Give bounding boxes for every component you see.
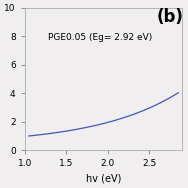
Text: PGE0.05 (Eg= 2.92 eV): PGE0.05 (Eg= 2.92 eV) bbox=[48, 33, 153, 42]
X-axis label: hv (eV): hv (eV) bbox=[86, 174, 121, 184]
Text: (b): (b) bbox=[157, 8, 184, 26]
